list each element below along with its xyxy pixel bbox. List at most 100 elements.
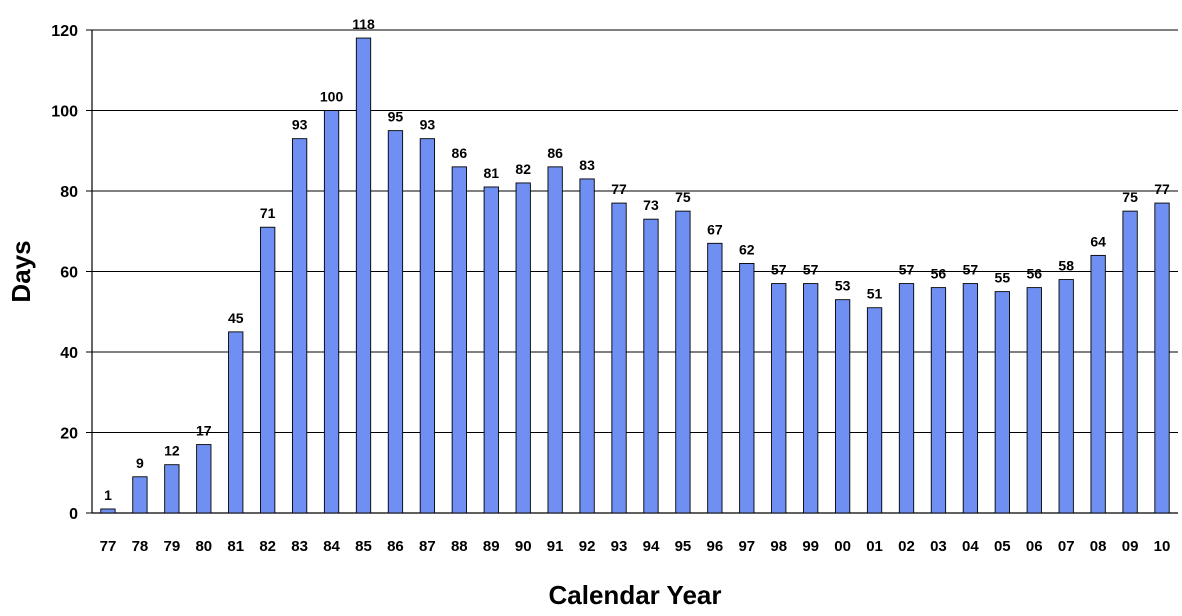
data-label: 53 bbox=[835, 278, 851, 294]
x-tick-label: 93 bbox=[611, 538, 628, 555]
bar bbox=[228, 331, 244, 514]
bar bbox=[803, 283, 819, 514]
bar bbox=[164, 464, 180, 514]
bars bbox=[100, 37, 1170, 514]
data-label: 118 bbox=[352, 16, 375, 32]
bar bbox=[1122, 210, 1138, 514]
data-label: 81 bbox=[483, 165, 499, 181]
y-axis-title: Days bbox=[6, 240, 36, 302]
bar bbox=[483, 186, 499, 514]
data-label: 57 bbox=[899, 262, 915, 278]
x-tick-label: 86 bbox=[387, 538, 404, 555]
data-label: 95 bbox=[388, 109, 404, 125]
x-tick-label: 99 bbox=[802, 538, 819, 555]
bar bbox=[260, 226, 276, 514]
data-label: 93 bbox=[420, 117, 436, 133]
data-label: 12 bbox=[164, 443, 180, 459]
x-tick-label: 04 bbox=[962, 538, 979, 555]
bar bbox=[1090, 254, 1106, 514]
x-tick-label: 94 bbox=[643, 538, 660, 555]
data-label: 9 bbox=[136, 455, 144, 471]
x-tick-label: 89 bbox=[483, 538, 500, 555]
bar bbox=[771, 283, 787, 514]
data-label: 82 bbox=[515, 161, 531, 177]
bar bbox=[930, 287, 947, 514]
y-tick-label: 40 bbox=[60, 345, 78, 362]
data-labels: 1 9 12 17 45 71 93 100 118 95 93 86 81 82 86 83 77 73 75 67… bbox=[104, 16, 1170, 503]
bar bbox=[547, 166, 563, 514]
bar bbox=[675, 210, 691, 514]
bar bbox=[707, 242, 723, 514]
x-tick-label: 09 bbox=[1122, 538, 1139, 555]
bar bbox=[739, 263, 755, 514]
data-label: 45 bbox=[228, 310, 244, 326]
x-tick-label: 01 bbox=[866, 538, 883, 555]
bar bbox=[355, 37, 372, 514]
x-tick-label: 03 bbox=[930, 538, 947, 555]
x-tick-label: 90 bbox=[515, 538, 532, 555]
bar bbox=[323, 110, 340, 514]
bar bbox=[419, 138, 436, 514]
bar bbox=[643, 218, 659, 514]
data-label: 83 bbox=[579, 157, 595, 173]
bar bbox=[898, 283, 915, 514]
y-tick-labels: 0 20 40 60 80 100 120 bbox=[51, 23, 78, 523]
x-tick-labels: 77 78 79 80 81 82 83 84 85 86 87 88 89 90 91 92 93 94 95 96… bbox=[100, 538, 1171, 555]
bar bbox=[1058, 279, 1074, 514]
data-label: 75 bbox=[675, 189, 691, 205]
data-label: 56 bbox=[931, 266, 947, 282]
x-tick-label: 84 bbox=[323, 538, 340, 555]
bar bbox=[100, 508, 116, 514]
x-tick-label: 02 bbox=[898, 538, 915, 555]
bar bbox=[132, 476, 148, 514]
data-label: 100 bbox=[320, 89, 344, 105]
x-tick-label: 95 bbox=[675, 538, 692, 555]
bar bbox=[387, 130, 404, 514]
bar bbox=[611, 202, 627, 514]
data-label: 56 bbox=[1026, 266, 1042, 282]
x-tick-label: 96 bbox=[707, 538, 724, 555]
y-tick-label: 120 bbox=[51, 23, 78, 40]
bar bbox=[834, 299, 851, 514]
data-label: 77 bbox=[1154, 181, 1170, 197]
bar bbox=[994, 291, 1010, 514]
data-label: 86 bbox=[547, 145, 563, 161]
y-tick-label: 60 bbox=[60, 265, 78, 282]
x-tick-label: 91 bbox=[547, 538, 564, 555]
x-tick-label: 80 bbox=[195, 538, 212, 555]
x-tick-label: 05 bbox=[994, 538, 1011, 555]
x-tick-label: 98 bbox=[770, 538, 787, 555]
data-label: 58 bbox=[1058, 258, 1074, 274]
x-tick-label: 06 bbox=[1026, 538, 1043, 555]
data-label: 17 bbox=[196, 423, 212, 439]
data-label: 51 bbox=[867, 286, 883, 302]
x-tick-label: 82 bbox=[259, 538, 276, 555]
data-label: 75 bbox=[1122, 189, 1138, 205]
x-tick-label: 81 bbox=[227, 538, 244, 555]
data-label: 71 bbox=[260, 205, 276, 221]
data-label: 67 bbox=[707, 221, 723, 237]
x-tick-label: 77 bbox=[100, 538, 117, 555]
data-label: 1 bbox=[104, 487, 112, 503]
bar bbox=[1154, 202, 1170, 514]
data-label: 57 bbox=[771, 262, 787, 278]
y-tick-label: 20 bbox=[60, 426, 78, 443]
data-label: 62 bbox=[739, 241, 755, 257]
data-label: 57 bbox=[803, 262, 819, 278]
bar bbox=[451, 166, 467, 514]
x-tick-label: 83 bbox=[291, 538, 308, 555]
x-tick-label: 78 bbox=[132, 538, 149, 555]
x-tick-label: 97 bbox=[738, 538, 755, 555]
x-tick-label: 00 bbox=[834, 538, 851, 555]
x-tick-label: 07 bbox=[1058, 538, 1075, 555]
x-tick-label: 87 bbox=[419, 538, 436, 555]
data-label: 57 bbox=[963, 262, 979, 278]
bar bbox=[196, 444, 212, 514]
x-tick-label: 85 bbox=[355, 538, 372, 555]
x-tick-label: 92 bbox=[579, 538, 596, 555]
bar bbox=[866, 307, 883, 514]
data-label: 73 bbox=[643, 197, 659, 213]
bar bbox=[579, 178, 595, 514]
data-label: 86 bbox=[452, 145, 468, 161]
